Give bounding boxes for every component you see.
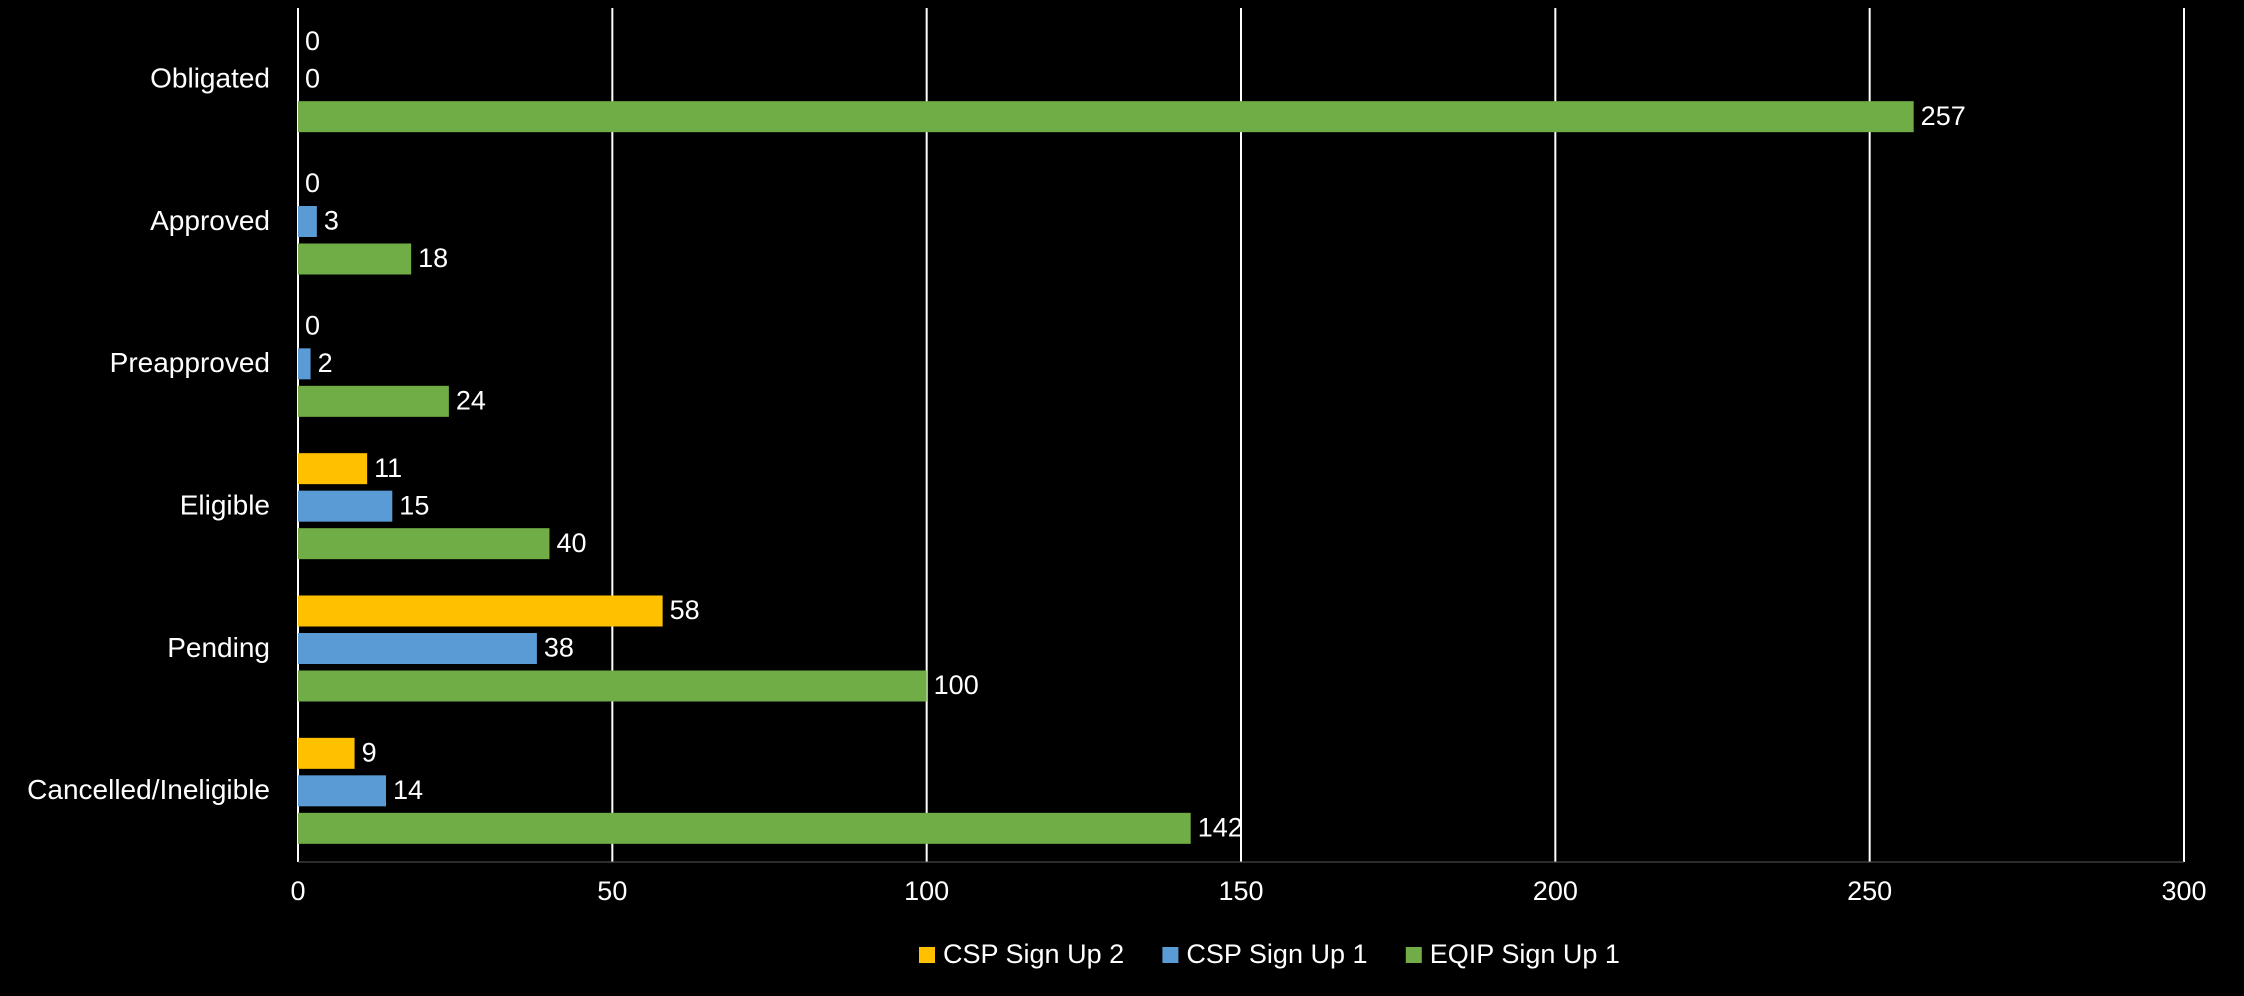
data-label-csp-sign-up-2-cancelled-ineligible: 9 [362, 737, 377, 767]
x-tick-label-50: 50 [597, 876, 627, 906]
data-label-csp-sign-up-2-pending: 58 [670, 595, 700, 625]
data-label-eqip-sign-up-1-pending: 100 [934, 670, 979, 700]
data-label-csp-sign-up-2-eligible: 11 [374, 453, 402, 483]
bar-csp-sign-up-2-cancelled-ineligible [298, 737, 355, 769]
x-tick-label-0: 0 [290, 876, 305, 906]
bar-csp-sign-up-1-pending [298, 633, 537, 664]
bar-eqip-sign-up-1-pending [298, 670, 927, 702]
data-label-eqip-sign-up-1-preapproved: 24 [456, 385, 486, 415]
category-label-cancelled-ineligible: Cancelled/Ineligible [27, 774, 270, 805]
data-label-eqip-sign-up-1-approved: 18 [418, 243, 448, 273]
data-label-eqip-sign-up-1-cancelled-ineligible: 142 [1198, 812, 1243, 842]
data-label-csp-sign-up-1-approved: 3 [324, 206, 339, 236]
data-label-eqip-sign-up-1-eligible: 40 [556, 528, 586, 558]
data-label-csp-sign-up-2-obligated: 0 [305, 26, 320, 56]
legend-swatch-csp-sign-up-1 [1162, 947, 1179, 963]
category-label-preapproved: Preapproved [110, 347, 270, 378]
data-label-csp-sign-up-2-preapproved: 0 [305, 310, 320, 340]
legend-swatch-eqip-sign-up-1 [1405, 947, 1422, 963]
category-label-obligated: Obligated [150, 63, 270, 94]
data-label-csp-sign-up-1-eligible: 15 [399, 490, 429, 520]
bar-csp-sign-up-1-preapproved [298, 348, 311, 380]
legend-swatch-csp-sign-up-2 [919, 947, 935, 963]
bar-csp-sign-up-1-eligible [298, 490, 393, 522]
x-tick-label-150: 150 [1218, 876, 1263, 906]
x-tick-label-300: 300 [2161, 876, 2206, 906]
bar-csp-sign-up-1-cancelled-ineligible [298, 775, 387, 807]
data-label-csp-sign-up-1-pending: 38 [544, 633, 574, 663]
data-label-eqip-sign-up-1-obligated: 257 [1921, 101, 1966, 131]
data-label-csp-sign-up-1-obligated: 0 [305, 63, 320, 93]
x-tick-label-200: 200 [1533, 876, 1578, 906]
legend: CSP Sign Up 2 CSP Sign Up 1 EQIP Sign Up 1 [919, 939, 1620, 969]
bar-csp-sign-up-1-approved [298, 206, 317, 237]
bar-eqip-sign-up-1-eligible [298, 528, 550, 560]
bar-eqip-sign-up-1-cancelled-ineligible [298, 812, 1191, 844]
category-label-approved: Approved [150, 205, 270, 236]
gridlines [297, 8, 2185, 862]
category-label-eligible: Eligible [180, 490, 270, 521]
data-label-csp-sign-up-1-cancelled-ineligible: 14 [393, 775, 423, 805]
x-tick-label-250: 250 [1847, 876, 1892, 906]
bar-csp-sign-up-2-pending [298, 595, 663, 627]
legend-label-csp-sign-up-2: CSP Sign Up 2 [943, 939, 1124, 969]
legend-label-csp-sign-up-1: CSP Sign Up 1 [1186, 939, 1367, 969]
data-label-csp-sign-up-1-preapproved: 2 [318, 348, 333, 378]
legend-label-eqip-sign-up-1: EQIP Sign Up 1 [1430, 939, 1620, 969]
axes: Obligated Approved Preapproved Eligible Pend… [27, 63, 2206, 907]
category-label-pending: Pending [167, 632, 270, 663]
data-label-csp-sign-up-2-approved: 0 [305, 168, 320, 198]
bar-eqip-sign-up-1-approved [298, 243, 412, 275]
bar-eqip-sign-up-1-preapproved [298, 385, 449, 417]
bar-csp-sign-up-2-eligible [298, 453, 368, 485]
bar-eqip-sign-up-1-obligated [298, 101, 1914, 133]
x-tick-label-100: 100 [904, 876, 949, 906]
bars [298, 101, 1914, 844]
